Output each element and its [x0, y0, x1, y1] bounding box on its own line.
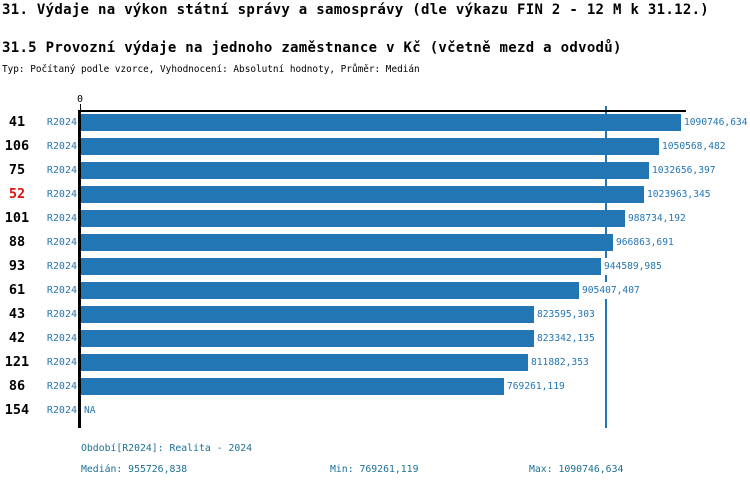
x-axis-zero-tick: [80, 104, 81, 110]
bar: [81, 330, 534, 347]
bar: [81, 114, 681, 131]
row-category-label: 121: [4, 354, 30, 370]
bar: [81, 306, 534, 323]
row-period-label: R2024: [46, 261, 77, 272]
row-period-label: R2024: [46, 237, 77, 248]
bar: [81, 210, 625, 227]
chart-subtitle: 31.5 Provozní výdaje na jednoho zaměstna…: [2, 40, 622, 56]
row-period-label: R2024: [46, 165, 77, 176]
bar-value-label: 811882,353: [531, 354, 590, 371]
bar: [81, 234, 613, 251]
bar-value-label: 944589,985: [604, 258, 663, 275]
row-category-label: 154: [4, 402, 30, 418]
row-category-label: 106: [4, 138, 30, 154]
row-period-label: R2024: [46, 117, 77, 128]
bar-value-label: 905407,407: [582, 282, 641, 299]
row-category-label: 41: [8, 114, 26, 130]
row-category-label: 86: [8, 378, 26, 394]
row-period-label: R2024: [46, 357, 77, 368]
chart-meta-line: Typ: Počítaný podle vzorce, Vyhodnocení:…: [2, 64, 420, 75]
bar-value-label: 1032656,397: [652, 162, 717, 179]
x-axis-zero-label: 0: [76, 94, 84, 105]
footer-min-label: Min: 769261,119: [330, 464, 419, 475]
row-category-label: 88: [8, 234, 26, 250]
bar-value-label: 823342,135: [537, 330, 596, 347]
row-period-label: R2024: [46, 189, 77, 200]
bar: [81, 378, 504, 395]
bar-value-label: 769261,119: [507, 378, 566, 395]
bar-value-label: 1050568,482: [662, 138, 727, 155]
bar-value-label: 1090746,634: [684, 114, 749, 131]
row-category-label: 52: [8, 186, 26, 202]
row-category-label: 61: [8, 282, 26, 298]
y-axis-line: [78, 110, 81, 428]
row-period-label: R2024: [46, 309, 77, 320]
row-period-label: R2024: [46, 405, 77, 416]
bar-value-label: 1023963,345: [647, 186, 712, 203]
row-category-label: 93: [8, 258, 26, 274]
bar: [81, 258, 601, 275]
row-period-label: R2024: [46, 381, 77, 392]
bar-value-label: 966863,691: [616, 234, 675, 251]
row-category-label: 43: [8, 306, 26, 322]
bar: [81, 186, 644, 203]
bar: [81, 282, 579, 299]
bar-value-label: 823595,303: [537, 306, 596, 323]
row-period-label: R2024: [46, 333, 77, 344]
footer-median-label: Medián: 955726,838: [81, 464, 188, 475]
x-axis-line: [78, 110, 686, 112]
footer-max-label: Max: 1090746,634: [529, 464, 624, 475]
footer-period-label: Období[R2024]: Realita - 2024: [81, 443, 253, 454]
row-period-label: R2024: [46, 141, 77, 152]
bar: [81, 138, 659, 155]
bar: [81, 354, 528, 371]
bar-value-na-label: NA: [84, 402, 97, 419]
bar: [81, 162, 649, 179]
row-category-label: 101: [4, 210, 30, 226]
row-category-label: 75: [8, 162, 26, 178]
bar-value-label: 988734,192: [628, 210, 687, 227]
row-category-label: 42: [8, 330, 26, 346]
page-title: 31. Výdaje na výkon státní správy a samo…: [2, 2, 710, 18]
row-period-label: R2024: [46, 285, 77, 296]
row-period-label: R2024: [46, 213, 77, 224]
